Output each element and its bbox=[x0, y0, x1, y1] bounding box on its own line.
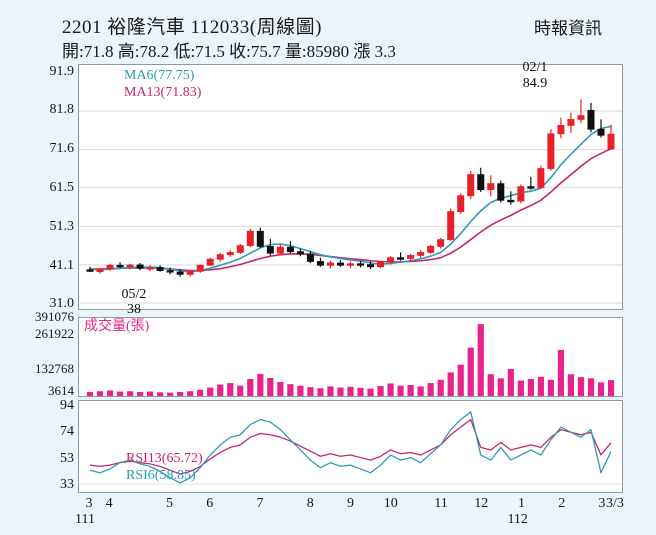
price-plot bbox=[79, 65, 622, 309]
x-axis-tick: 8 bbox=[306, 496, 314, 511]
x-axis-tick: 7 bbox=[256, 496, 264, 511]
brand-label: 時報資訊 bbox=[534, 19, 602, 38]
price-svg bbox=[79, 99, 622, 304]
price-y-tick: 91.9 bbox=[49, 64, 75, 79]
volume-title: 成交量(張) bbox=[84, 319, 150, 334]
legend-rsi13: RSI13(65.72) bbox=[126, 451, 203, 466]
rsi-y-tick: 74 bbox=[60, 423, 74, 439]
volume-y-tick: 391076 bbox=[35, 309, 74, 324]
low-annotation-date: 05/2 bbox=[121, 287, 147, 302]
price-y-tick: 31.0 bbox=[49, 296, 75, 311]
x-axis-tick: 12 bbox=[474, 496, 489, 511]
volume-svg bbox=[86, 324, 615, 396]
legend-rsi6: RSI6(58.85) bbox=[126, 468, 196, 483]
x-axis-year: 112 bbox=[507, 512, 528, 527]
price-y-tick: 51.3 bbox=[49, 218, 75, 234]
x-axis-tick: 6 bbox=[206, 496, 214, 511]
x-axis-tick: 4 bbox=[105, 496, 113, 511]
rsi-y-tick: 33 bbox=[60, 477, 74, 492]
high-annotation-date: 02/1 bbox=[522, 60, 548, 75]
x-axis-year: 111 bbox=[75, 512, 95, 527]
price-y-tick: 41.1 bbox=[49, 257, 75, 273]
high-annotation-value: 84.9 bbox=[522, 76, 548, 91]
x-axis-tick: 3/3 bbox=[606, 496, 624, 511]
legend-ma13: MA13(71.83) bbox=[124, 85, 202, 100]
rsi-svg bbox=[79, 411, 622, 485]
x-axis-tick: 5 bbox=[165, 496, 173, 511]
x-axis-tick: 10 bbox=[383, 496, 398, 511]
volume-plot bbox=[79, 318, 622, 396]
x-axis-tick: 11 bbox=[434, 496, 448, 511]
rsi-y-tick: 53 bbox=[60, 451, 74, 467]
price-y-tick: 61.5 bbox=[49, 179, 75, 195]
volume-chart-panel bbox=[78, 317, 623, 397]
x-axis-tick: 9 bbox=[347, 496, 354, 511]
volume-y-tick: 261922 bbox=[35, 326, 74, 341]
price-y-tick: 81.8 bbox=[49, 102, 75, 118]
x-axis-tick: 1 bbox=[517, 496, 525, 511]
legend-ma6: MA6(77.75) bbox=[124, 68, 195, 83]
rsi-y-tick: 94 bbox=[60, 398, 74, 413]
low-annotation-value: 38 bbox=[127, 302, 141, 317]
page-title: 2201 裕隆汽車 112033(周線圖) bbox=[62, 17, 322, 38]
price-y-tick: 71.6 bbox=[49, 141, 75, 157]
volume-y-tick: 132768 bbox=[35, 361, 74, 376]
quote-summary: 開:71.8 高:78.2 低:71.5 收:75.7 量:85980 漲 3.… bbox=[62, 42, 396, 61]
volume-y-tick: 3614 bbox=[48, 383, 74, 398]
x-axis-tick: 3 bbox=[85, 496, 93, 511]
price-chart-panel bbox=[78, 64, 623, 310]
x-axis-tick: 2 bbox=[558, 496, 566, 511]
rsi-chart-panel bbox=[78, 400, 623, 493]
rsi-plot bbox=[79, 401, 622, 492]
x-axis-tick: 3 bbox=[598, 496, 606, 511]
